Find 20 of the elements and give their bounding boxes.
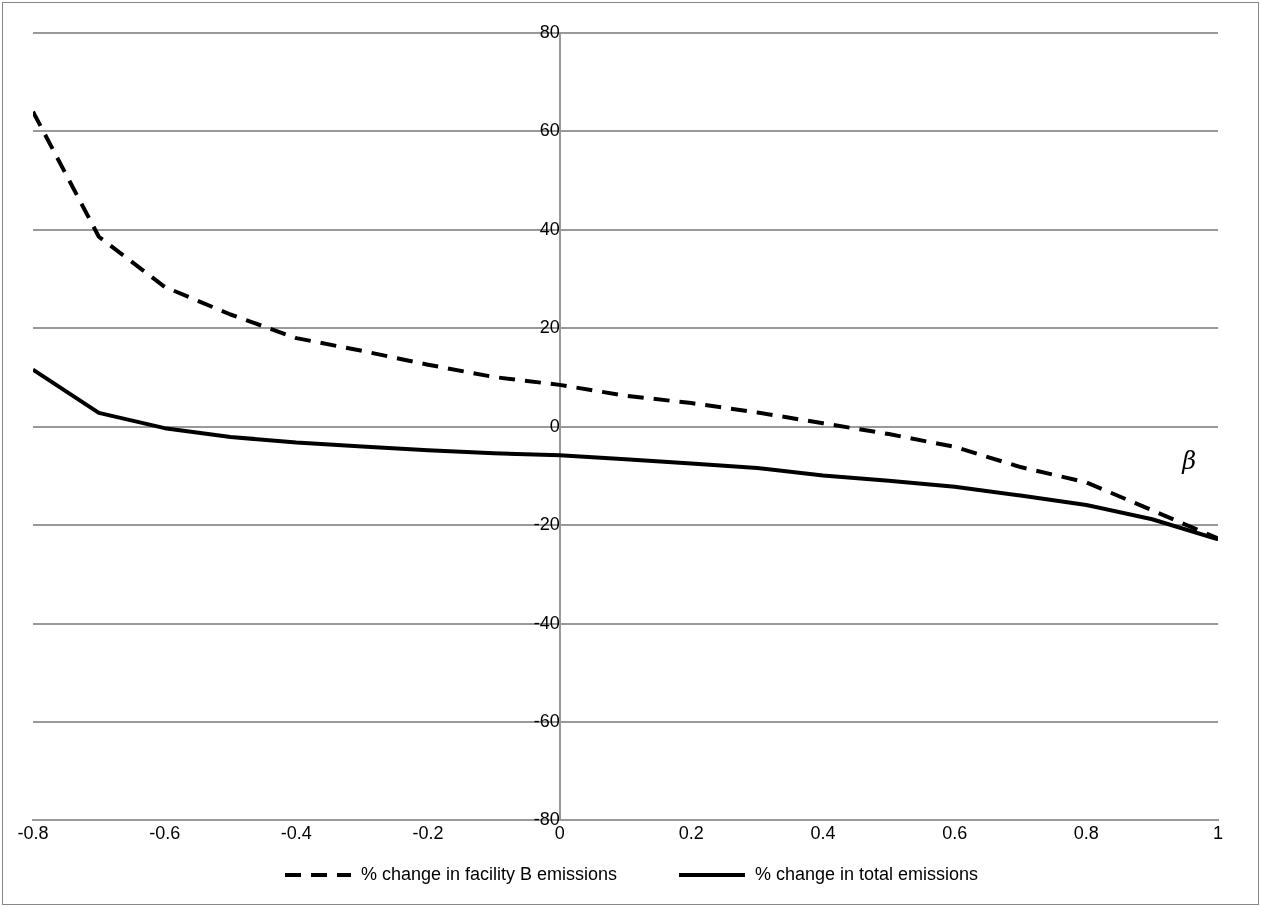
y-tick-label: -20 (533, 514, 560, 535)
x-tick-label: 0.8 (1073, 823, 1099, 844)
x-tick-label: 0.4 (810, 823, 836, 844)
y-tick-label: 20 (539, 317, 560, 338)
y-tick-label: -60 (533, 710, 560, 731)
y-tick-label: 0 (549, 415, 560, 436)
x-tick-label: -0.2 (412, 823, 444, 844)
y-tick-label: 80 (539, 21, 560, 42)
x-tick-label: -0.6 (149, 823, 181, 844)
y-tick-label: 40 (539, 218, 560, 239)
x-tick-label: -0.8 (17, 823, 49, 844)
legend-label: % change in total emissions (755, 864, 979, 885)
legend-label: % change in facility B emissions (360, 864, 617, 885)
x-axis-title: β (1181, 446, 1196, 475)
y-tick-label: 60 (539, 120, 560, 141)
y-tick-label: -40 (533, 612, 560, 633)
x-tick-label: 0.6 (942, 823, 968, 844)
x-tick-label: 0.2 (678, 823, 704, 844)
x-tick-label: -0.4 (280, 823, 312, 844)
x-tick-label: 1 (1212, 823, 1224, 844)
